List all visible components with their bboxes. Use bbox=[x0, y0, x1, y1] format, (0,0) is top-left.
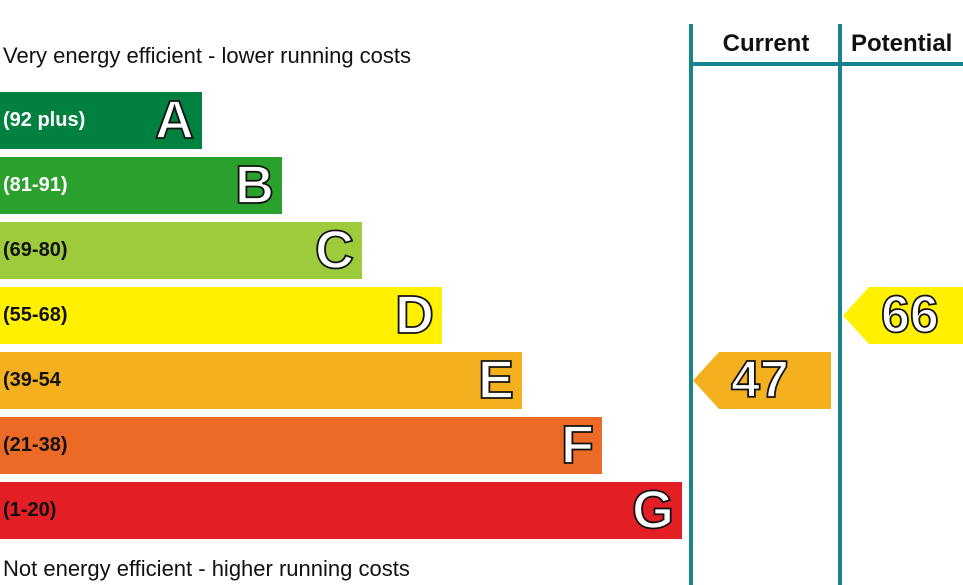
band-range-label: (21-38) bbox=[3, 434, 68, 456]
band-letter: A bbox=[154, 89, 195, 151]
header-underline bbox=[689, 62, 963, 66]
band-a: (92 plus) A bbox=[0, 89, 202, 151]
current-rating-value: 47 bbox=[730, 350, 790, 410]
band-letter: C bbox=[314, 219, 355, 281]
band-range-label: (55-68) bbox=[3, 304, 68, 326]
inefficient-caption: Not energy efficient - higher running co… bbox=[3, 556, 410, 581]
band-letter: F bbox=[560, 414, 595, 476]
band-range-label: (69-80) bbox=[3, 239, 68, 261]
band-f: (21-38) F bbox=[0, 414, 602, 476]
band-e: (39-54 E bbox=[0, 349, 522, 411]
band-range-label: (39-54 bbox=[3, 369, 61, 391]
efficient-caption: Very energy efficient - lower running co… bbox=[3, 43, 412, 68]
potential-column-header: Potential bbox=[851, 30, 953, 57]
band-g: (1-20) G bbox=[0, 479, 682, 541]
rating-arrow-polygon bbox=[693, 352, 831, 409]
band-b: (81-91) B bbox=[0, 154, 282, 216]
potential-rating-value: 66 bbox=[880, 285, 940, 345]
band-letter: B bbox=[234, 154, 275, 216]
potential-rating-arrow-shape bbox=[843, 287, 963, 344]
current-rating-arrow-shape bbox=[693, 352, 831, 409]
current-rating-arrow: 47 bbox=[693, 350, 831, 410]
current-column-header: Current bbox=[722, 30, 810, 57]
column-divider-left bbox=[689, 24, 693, 585]
band-c: (69-80) C bbox=[0, 219, 362, 281]
band-range-label: (92 plus) bbox=[3, 109, 86, 131]
band-d: (55-68) D bbox=[0, 284, 442, 346]
band-letter: D bbox=[394, 284, 435, 346]
column-divider-middle bbox=[838, 24, 842, 585]
potential-rating-arrow: 66 bbox=[843, 285, 963, 345]
band-range-label: (1-20) bbox=[3, 499, 57, 521]
band-letter: E bbox=[477, 349, 515, 411]
rating-arrow-polygon bbox=[843, 287, 963, 344]
band-range-label: (81-91) bbox=[3, 174, 68, 196]
band-letter: G bbox=[631, 479, 675, 541]
